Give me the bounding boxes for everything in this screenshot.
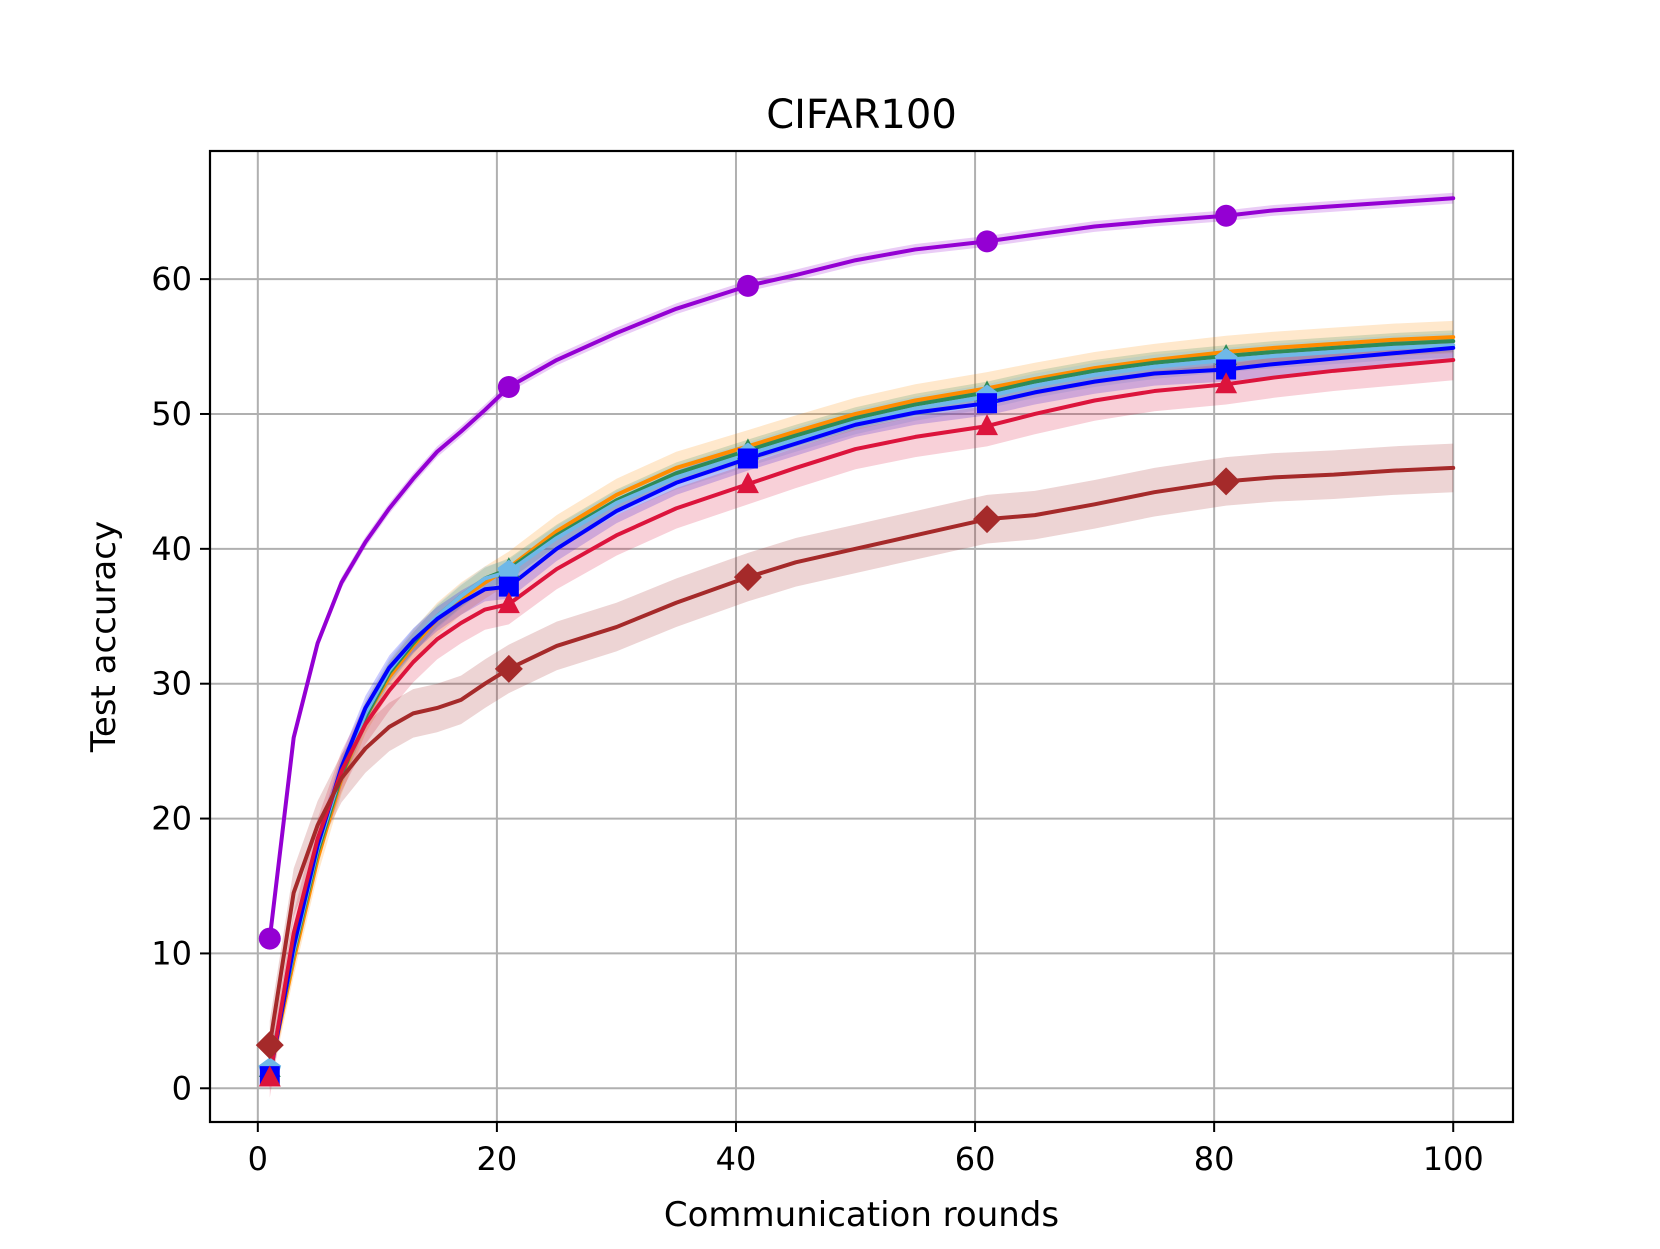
- series-7-line: [267, 465, 1456, 1048]
- circle-marker: [1215, 204, 1238, 227]
- triangle-marker: [1215, 372, 1238, 394]
- x-tick-label: 0: [248, 1140, 268, 1178]
- y-tick-label: 0: [172, 1069, 192, 1107]
- diamond-marker: [1212, 467, 1241, 496]
- y-tick-label: 20: [151, 800, 192, 838]
- series-5-line: [267, 345, 1456, 1079]
- axis-ticks: 0 20 40 60 80 100 0 10 20 30 40 50 60: [151, 260, 1483, 1178]
- confidence-bands: [269, 192, 1454, 1098]
- square-marker: [737, 448, 758, 469]
- circle-marker: [497, 376, 520, 399]
- circle-marker: [976, 230, 999, 253]
- triangle-marker: [258, 1065, 281, 1087]
- diamond-marker: [494, 654, 523, 683]
- square-marker: [977, 393, 998, 414]
- series-7-band: [269, 443, 1454, 1070]
- y-axis-label: Test accuracy: [84, 521, 124, 753]
- x-tick-label: 60: [955, 1140, 996, 1178]
- y-tick-label: 10: [151, 934, 192, 972]
- square-marker: [498, 576, 519, 597]
- diamond-marker: [733, 563, 762, 592]
- diamond-marker: [973, 505, 1002, 534]
- triangle-marker: [976, 414, 999, 436]
- x-tick-label: 100: [1423, 1140, 1484, 1178]
- series-1-line: [267, 196, 1456, 941]
- series-4-line: [267, 343, 1456, 1072]
- diamond-marker: [255, 1031, 284, 1060]
- x-tick-label: 20: [477, 1140, 518, 1178]
- series-lines: [267, 196, 1456, 1080]
- square-marker: [1216, 359, 1237, 380]
- y-tick-label: 50: [151, 395, 192, 433]
- x-tick-label: 80: [1194, 1140, 1235, 1178]
- grid: [210, 151, 1513, 1122]
- series-markers: [255, 204, 1241, 1087]
- y-tick-label: 60: [151, 260, 192, 298]
- pentagon-marker: [497, 559, 521, 582]
- chart-title: CIFAR100: [766, 92, 957, 138]
- triangle-marker: [736, 472, 759, 494]
- x-tick-label: 40: [716, 1140, 757, 1178]
- series-2-band: [269, 320, 1454, 1089]
- plot-frame: [208, 149, 1515, 1124]
- y-tick-label: 40: [151, 530, 192, 568]
- y-tick-label: 30: [151, 665, 192, 703]
- circle-marker: [258, 927, 281, 950]
- x-axis-label: Communication rounds: [664, 1195, 1059, 1235]
- series-6-line: [267, 358, 1456, 1080]
- triangle-marker: [497, 592, 520, 614]
- circle-marker: [736, 274, 759, 297]
